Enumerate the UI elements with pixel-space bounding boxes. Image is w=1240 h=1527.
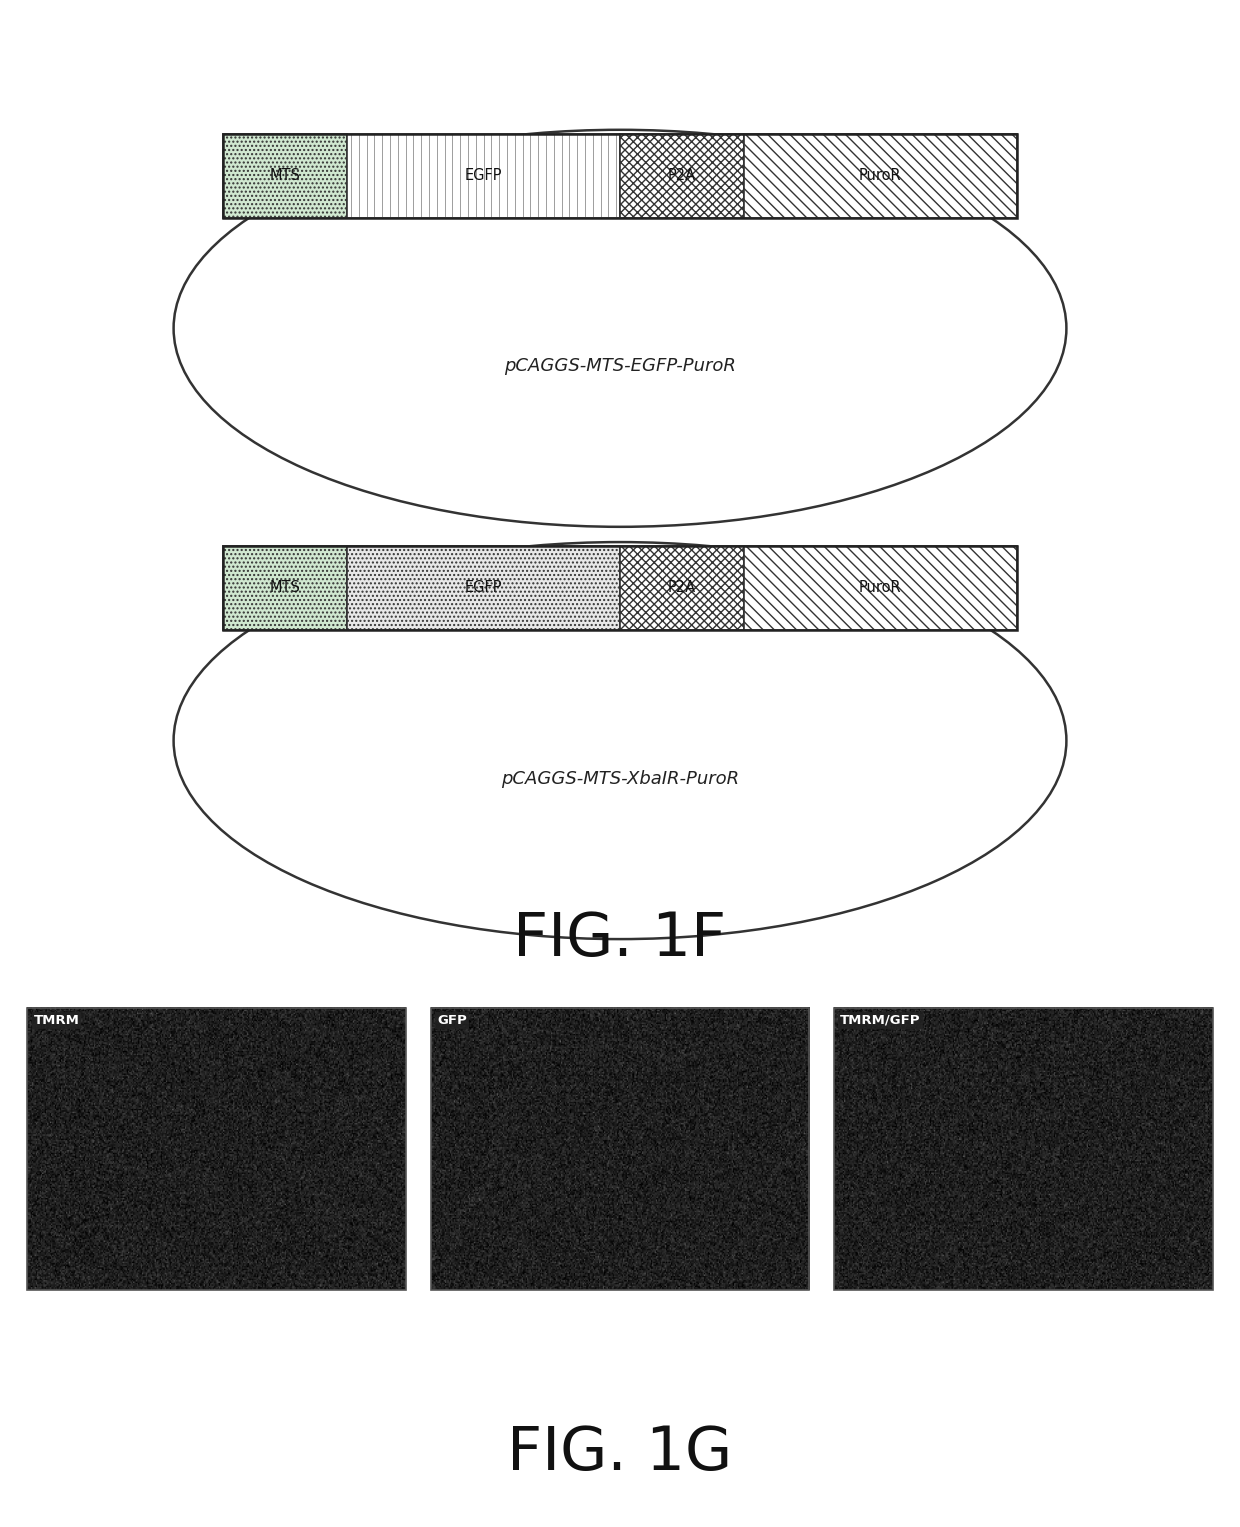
Bar <box>744 133 1017 217</box>
Text: P2A: P2A <box>668 168 696 183</box>
Text: MTS: MTS <box>270 168 300 183</box>
Bar <box>347 133 620 217</box>
Bar <box>430 1008 810 1290</box>
Bar <box>223 545 347 629</box>
Text: pCAGGS-MTS-XbaIR-PuroR: pCAGGS-MTS-XbaIR-PuroR <box>501 770 739 788</box>
Bar <box>835 1008 1213 1290</box>
Bar <box>223 545 1017 629</box>
Bar <box>27 1008 405 1290</box>
Bar <box>620 545 744 629</box>
Bar <box>223 545 347 629</box>
Bar <box>620 545 744 629</box>
Bar <box>223 133 347 217</box>
Text: FIG. 1F: FIG. 1F <box>513 910 727 968</box>
Text: pCAGGS-MTS-EGFP-PuroR: pCAGGS-MTS-EGFP-PuroR <box>505 357 735 376</box>
Text: TMRM/GFP: TMRM/GFP <box>841 1014 921 1028</box>
Bar <box>744 133 1017 217</box>
Text: EGFP: EGFP <box>465 580 502 596</box>
Bar <box>620 133 744 217</box>
Text: PuroR: PuroR <box>859 580 901 596</box>
Text: P2A: P2A <box>668 580 696 596</box>
Text: GFP: GFP <box>436 1014 466 1028</box>
Bar <box>347 545 620 629</box>
Bar <box>744 545 1017 629</box>
Bar <box>347 545 620 629</box>
Bar <box>744 545 1017 629</box>
Text: FIG. 1G: FIG. 1G <box>507 1425 733 1483</box>
Text: MTS: MTS <box>270 580 300 596</box>
Text: PuroR: PuroR <box>859 168 901 183</box>
Bar <box>620 133 744 217</box>
Text: TMRM: TMRM <box>33 1014 79 1028</box>
Text: EGFP: EGFP <box>465 168 502 183</box>
Bar <box>223 133 347 217</box>
Bar <box>223 133 1017 217</box>
